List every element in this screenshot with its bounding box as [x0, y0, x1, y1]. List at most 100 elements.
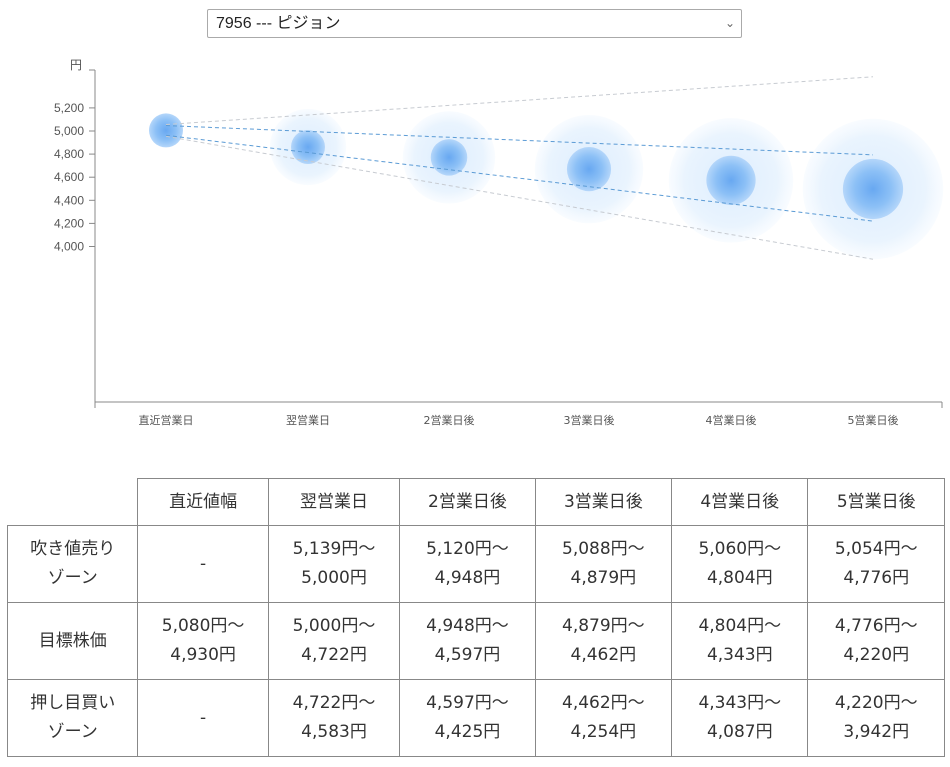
table-cell: 4,804円～ 4,343円	[671, 602, 809, 680]
table-cell: 5,060円～ 4,804円	[671, 525, 809, 603]
table-row: 押し目買い ゾーン - 4,722円～ 4,583円 4,597円～ 4,425円 4,462…	[6, 679, 945, 757]
table-header-row: 直近値幅 翌営業日 2営業日後 3営業日後 4営業日後 5営業日後	[7, 478, 945, 526]
x-tick-label: 翌営業日	[286, 413, 330, 427]
cell-line: 4,425円	[434, 722, 501, 742]
table-cell: 5,088円～ 4,879円	[534, 525, 673, 603]
cell-line: 4,930円	[170, 645, 236, 665]
inner-bubble-4	[706, 155, 756, 205]
cell-line: 4,804円～	[698, 616, 782, 636]
stock-selector-value: 7956 --- ピジョン	[216, 15, 341, 32]
lower-outer-guide	[165, 135, 874, 260]
row-header-line: 吹き値売り	[30, 539, 116, 559]
cell-line: 4,220円	[843, 645, 910, 665]
inner-bubble-0	[149, 113, 183, 148]
table-cell: -	[137, 679, 269, 757]
col-header: 3営業日後	[534, 478, 673, 526]
table-cell: 4,597円～ 4,425円	[399, 679, 536, 757]
cell-line: 5,000円～	[292, 616, 376, 636]
x-tick-label: 2営業日後	[424, 413, 475, 427]
y-tick-label: 4,600	[54, 170, 84, 184]
cell-line: 4,583円	[301, 722, 367, 742]
col-header: 翌営業日	[267, 478, 401, 526]
cell-line: 4,879円	[570, 568, 637, 588]
row-header: 押し目買い ゾーン	[6, 679, 139, 757]
table-cell: 5,080円～ 4,930円	[137, 602, 269, 680]
upper-target-guide	[165, 125, 874, 156]
row-header-line: ゾーン	[47, 568, 98, 588]
forecast-table: 直近値幅 翌営業日 2営業日後 3営業日後 4営業日後 5営業日後 吹き値売りゾ…	[6, 478, 945, 757]
y-tick-label: 5,200	[54, 101, 84, 115]
table-cell: 4,948円～ 4,597円	[399, 602, 536, 680]
y-tick-label: 4,000	[54, 240, 84, 254]
table-cell: 4,343円～ 4,087円	[671, 679, 809, 757]
outer-range-bubbles	[269, 108, 944, 260]
cell-line: 5,120円～	[426, 539, 509, 559]
inner-bubble-5	[842, 158, 904, 220]
x-tick-label: 直近営業日	[139, 413, 194, 427]
cell-line: 4,776円	[843, 568, 910, 588]
y-axis-unit: 円	[70, 58, 82, 72]
table-cell: 5,000円～ 4,722円	[267, 602, 401, 680]
table-cell: 4,220円～ 3,942円	[807, 679, 945, 757]
cell-line: 5,000円	[301, 568, 367, 588]
table-cell: -	[137, 525, 269, 603]
table-cell: 4,722円～ 4,583円	[267, 679, 401, 757]
table-cell: 5,120円～ 4,948円	[399, 525, 536, 603]
cell-line: 4,220円～	[834, 693, 918, 713]
cell-line: 4,948円～	[426, 616, 509, 636]
row-header-line: 押し目買い	[30, 693, 116, 713]
col-header: 5営業日後	[807, 478, 945, 526]
cell-line: 4,462円～	[562, 693, 645, 713]
table-corner	[7, 478, 139, 526]
cell-line: 4,948円	[434, 568, 501, 588]
cell-line: 4,722円	[301, 645, 367, 665]
row-header: 目標株価	[6, 602, 139, 680]
cell-line: 4,462円	[570, 645, 637, 665]
col-header: 2営業日後	[399, 478, 536, 526]
price-forecast-chart: 5,200 5,000 4,800 4,600 4,400 4,200 4,000 直近営業…	[54, 58, 944, 427]
range-guide-lines	[165, 76, 874, 260]
cell-line: 5,088円～	[562, 539, 645, 559]
cell-line: 4,804円	[706, 568, 773, 588]
x-tick-label: 5営業日後	[848, 413, 899, 427]
table-row: 吹き値売りゾーン - 5,139円～ 5,000円 5,120円～ 4,948円 5,088…	[6, 525, 945, 603]
cell-line: -	[200, 553, 207, 574]
cell-line: 4,343円～	[698, 693, 782, 713]
table-row: 目標株価 5,080円～ 4,930円 5,000円～ 4,722円 4,948円～ 4,5…	[6, 602, 945, 680]
col-header: 4営業日後	[671, 478, 809, 526]
y-tick-label: 4,400	[54, 193, 84, 207]
x-tick-labels: 直近営業日 翌営業日 2営業日後 3営業日後 4営業日後 5営業日後	[139, 413, 899, 427]
inner-bubble-1	[291, 130, 325, 165]
inner-range-bubbles	[149, 113, 904, 220]
y-tick-label: 4,800	[54, 147, 84, 161]
col-header: 直近値幅	[137, 478, 269, 526]
row-header-line: ゾーン	[47, 722, 98, 742]
cell-line: 4,343円	[706, 645, 773, 665]
upper-outer-guide	[165, 76, 874, 126]
cell-line: -	[200, 707, 207, 728]
x-tick-label: 4営業日後	[706, 413, 757, 427]
inner-bubble-3	[566, 147, 612, 192]
table-cell: 4,462円～ 4,254円	[534, 679, 673, 757]
table-cell: 5,054円～ 4,776円	[807, 525, 945, 603]
cell-line: 5,139円～	[292, 539, 376, 559]
cell-line: 4,776円～	[834, 616, 918, 636]
cell-line: 5,054円～	[834, 539, 918, 559]
cell-line: 4,087円	[706, 722, 773, 742]
y-tick-labels: 5,200 5,000 4,800 4,600 4,400 4,200 4,000	[54, 101, 84, 254]
cell-line: 5,060円～	[698, 539, 782, 559]
chevron-down-icon: ⌄	[724, 16, 735, 30]
y-tick-label: 4,200	[54, 216, 84, 230]
table-cell: 4,879円～ 4,462円	[534, 602, 673, 680]
row-header-line: 目標株価	[38, 630, 107, 651]
cell-line: 5,080円～	[161, 616, 245, 636]
chart-axes	[89, 69, 943, 408]
cell-line: 3,942円	[843, 722, 910, 742]
cell-line: 4,597円	[434, 645, 501, 665]
cell-line: 4,254円	[570, 722, 637, 742]
inner-bubble-2	[430, 139, 468, 176]
stock-selector[interactable]: 7956 --- ピジョン ⌄	[207, 9, 742, 38]
cell-line: 4,722円～	[292, 693, 376, 713]
row-header: 吹き値売り ゾーン	[6, 525, 139, 603]
cell-line: 4,879円～	[562, 616, 645, 636]
